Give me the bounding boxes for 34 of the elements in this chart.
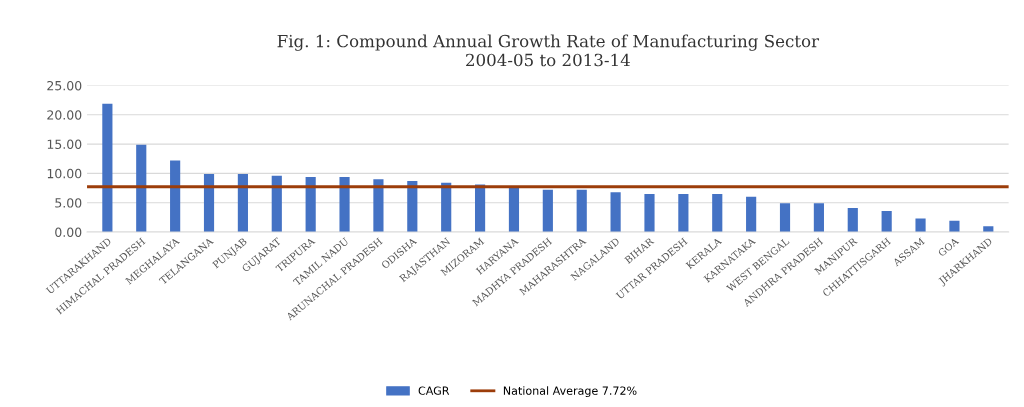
y-tick-label: 20.00 — [47, 110, 82, 120]
bar — [373, 179, 384, 232]
legend-label: National Average 7.72% — [503, 386, 637, 397]
bar — [915, 218, 926, 232]
bar — [170, 160, 181, 232]
bar — [102, 103, 113, 232]
bar — [305, 176, 316, 232]
bar — [136, 144, 147, 232]
y-tick-label: 5.00 — [55, 198, 82, 208]
bar — [576, 189, 587, 232]
bar — [271, 175, 282, 232]
bar — [847, 207, 858, 232]
bar — [237, 173, 248, 232]
bar — [610, 192, 621, 232]
legend-label: CAGR — [418, 386, 450, 395]
bar — [542, 189, 553, 232]
bar — [203, 173, 215, 232]
bar — [407, 181, 418, 232]
y-tick-label: 15.00 — [47, 139, 82, 149]
chart-title: Fig. 1: Compound Annual Growth Rate of Manufacturing Sector 2004-05 to 2013-14 — [277, 34, 820, 67]
y-tick-label: 0.00 — [55, 227, 82, 237]
y-tick-label: 25.00 — [47, 80, 82, 91]
bar — [949, 220, 960, 232]
bar — [508, 187, 520, 232]
y-tick-label: 10.00 — [47, 168, 82, 179]
bar — [339, 176, 350, 232]
bar — [779, 203, 791, 232]
bar — [678, 193, 689, 232]
bar — [746, 196, 757, 232]
bar — [644, 193, 655, 232]
bar — [881, 210, 892, 232]
bar — [813, 203, 824, 232]
bar — [441, 182, 452, 232]
bar — [712, 193, 723, 232]
